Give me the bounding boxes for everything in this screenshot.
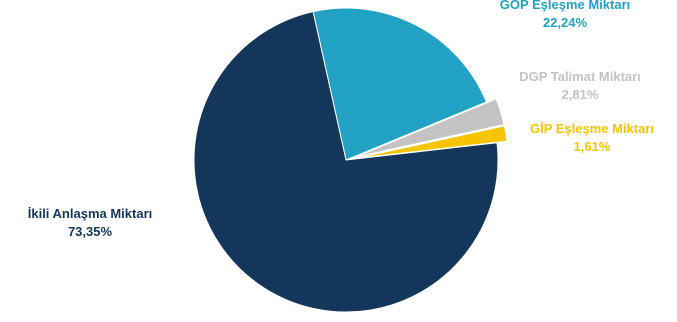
slice-name-ikili: İkili Anlaşma Miktarı [27,206,153,221]
slice-value-gip: 1,61% [573,139,611,154]
slice-value-dgp: 2,81% [561,87,599,102]
slice-name-gop: GÖP Eşleşme Miktarı [499,0,631,12]
pie-slice-gop [312,7,488,161]
pie-slice-dgp [355,98,505,158]
slice-value-gop: 22,24% [542,15,588,30]
slice-name-dgp: DGP Talimat Miktarı [519,69,641,84]
slice-label-ikili: İkili Anlaşma Miktarı 73,35% [0,205,180,241]
pie-slice-ikili [193,11,499,313]
slice-label-gop: GÖP Eşleşme Miktarı 22,24% [455,0,675,32]
slice-label-gip: GİP Eşleşme Miktarı 1,61% [512,120,672,156]
pie-slice-gip [355,125,508,159]
slice-name-gip: GİP Eşleşme Miktarı [529,121,655,136]
slice-value-ikili: 73,35% [67,224,113,239]
slice-label-dgp: DGP Talimat Miktarı 2,81% [490,68,670,104]
